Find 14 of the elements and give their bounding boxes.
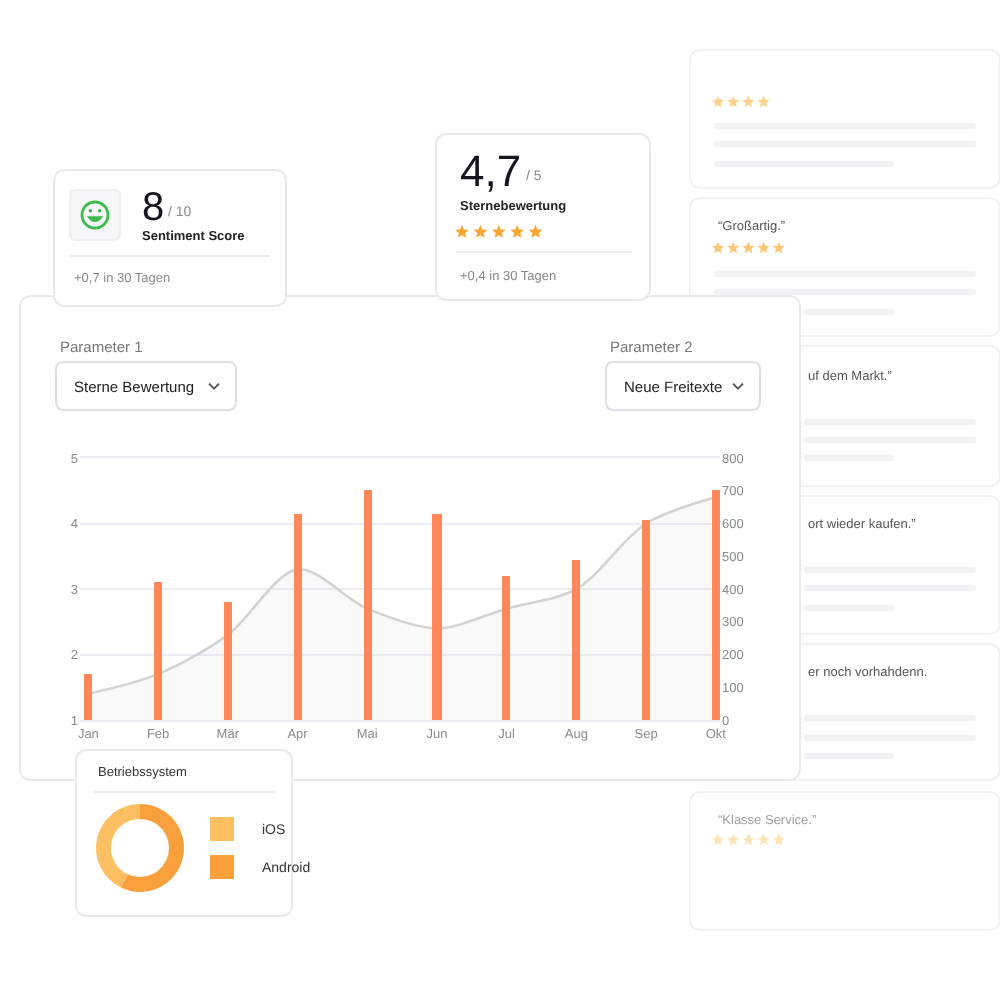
bar xyxy=(502,576,510,720)
bar xyxy=(642,520,650,720)
bar xyxy=(154,582,162,720)
text: 4,7 xyxy=(460,146,522,196)
donut-slice xyxy=(121,804,184,892)
text: 8 xyxy=(142,186,165,230)
bar xyxy=(294,514,302,720)
donut-slice xyxy=(96,804,140,888)
bar xyxy=(364,490,372,720)
bar xyxy=(432,514,442,720)
bar xyxy=(224,602,232,720)
bar xyxy=(572,560,580,720)
bar xyxy=(84,674,92,720)
bar xyxy=(712,490,720,720)
